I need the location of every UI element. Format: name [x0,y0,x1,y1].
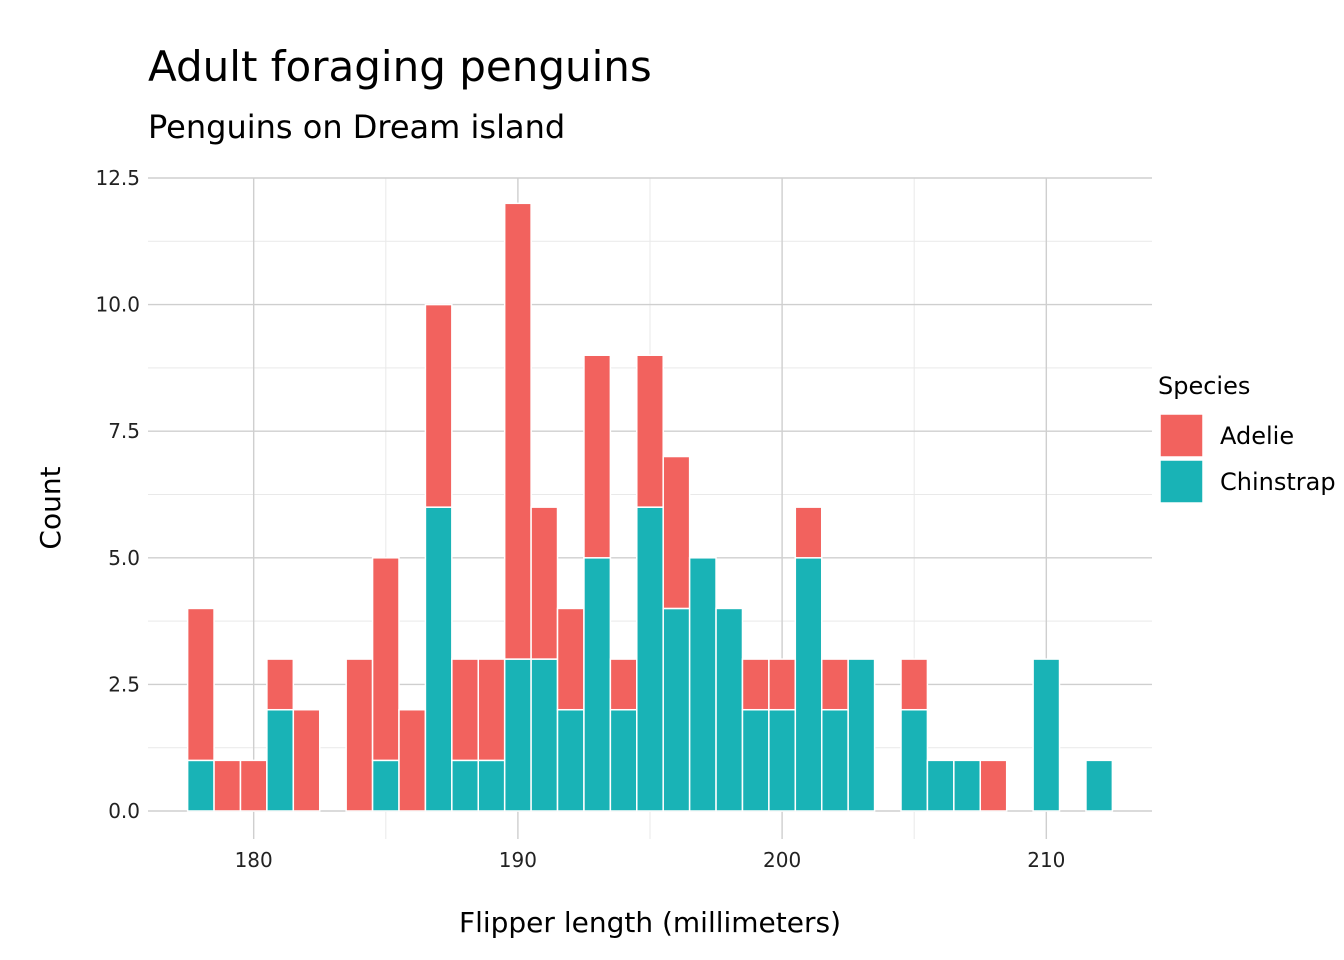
bars-layer [186,202,1114,812]
bar-chinstrap-206 [926,759,955,812]
bar-chinstrap-199 [741,708,770,812]
bar-chinstrap-187 [424,506,453,812]
bar-adelie-192 [556,607,585,711]
y-axis-title: Count [34,466,67,549]
bar-chinstrap-202 [820,708,849,812]
bar-chinstrap-196 [662,607,691,812]
bar-chinstrap-210 [1032,658,1061,812]
bar-chinstrap-181 [266,708,295,812]
bar-chinstrap-188 [451,759,480,812]
x-tick-label: 190 [499,848,537,872]
bar-adelie-196 [662,455,691,610]
bar-chinstrap-195 [636,506,664,812]
bar-adelie-193 [583,354,612,559]
y-tick-labels: 0.0 2.5 5.0 7.5 10.0 12.5 [95,166,140,823]
bar-adelie-189 [477,658,506,762]
bar-adelie-182 [292,708,321,812]
bar-adelie-190 [503,202,532,660]
bar-adelie-199 [741,658,770,711]
y-tick-label: 7.5 [108,419,140,443]
y-tick-label: 2.5 [108,672,140,696]
bar-chinstrap-203 [847,658,876,812]
legend: Species Adelie Chinstrap [1158,372,1336,504]
x-tick-label: 200 [763,848,801,872]
bar-adelie-202 [820,658,849,711]
bar-adelie-186 [398,708,427,812]
bar-adelie-208 [979,759,1008,812]
bar-adelie-191 [530,506,559,660]
bar-adelie-195 [636,354,664,508]
bar-adelie-200 [768,658,797,711]
bar-adelie-179 [213,759,242,812]
major-grid [148,177,1152,839]
y-tick-label: 5.0 [108,546,140,570]
legend-key-adelie [1159,413,1204,458]
x-tick-labels: 180 190 200 210 [235,848,1066,872]
bar-chinstrap-201 [794,557,823,812]
legend-key-chinstrap [1159,459,1204,504]
y-tick-label: 12.5 [95,166,140,190]
x-tick-label: 180 [235,848,273,872]
bar-adelie-178 [186,607,215,762]
legend-label-adelie: Adelie [1220,422,1294,450]
bar-chinstrap-197 [688,557,717,812]
legend-title: Species [1158,372,1250,400]
bar-chinstrap-205 [900,708,929,812]
bar-chinstrap-198 [715,607,744,812]
bar-chinstrap-191 [530,658,559,812]
bar-adelie-194 [609,658,638,711]
bar-chinstrap-178 [186,759,215,812]
legend-items: Adelie Chinstrap [1159,413,1336,504]
x-axis-title: Flipper length (millimeters) [459,906,841,939]
bar-chinstrap-190 [503,658,532,812]
bar-adelie-205 [900,658,929,711]
y-tick-label: 0.0 [108,799,140,823]
bar-chinstrap-194 [609,708,638,812]
bar-adelie-185 [371,557,400,762]
bar-chinstrap-193 [583,557,612,812]
bar-chinstrap-185 [371,759,400,812]
bar-chinstrap-212 [1085,759,1114,812]
bar-adelie-187 [424,303,453,508]
bar-chinstrap-200 [768,708,797,812]
bar-chinstrap-192 [556,708,585,812]
bar-adelie-181 [266,658,295,711]
legend-label-chinstrap: Chinstrap [1220,468,1336,496]
y-tick-label: 10.0 [95,293,140,317]
bar-adelie-201 [794,506,823,559]
bar-adelie-180 [239,759,268,812]
bar-adelie-184 [345,658,374,812]
x-tick-label: 210 [1027,848,1065,872]
bar-chinstrap-207 [953,759,982,812]
chart-subtitle: Penguins on Dream island [148,108,565,146]
chart-title: Adult foraging penguins [148,42,652,91]
bar-chinstrap-189 [477,759,506,812]
bar-adelie-188 [451,658,480,762]
